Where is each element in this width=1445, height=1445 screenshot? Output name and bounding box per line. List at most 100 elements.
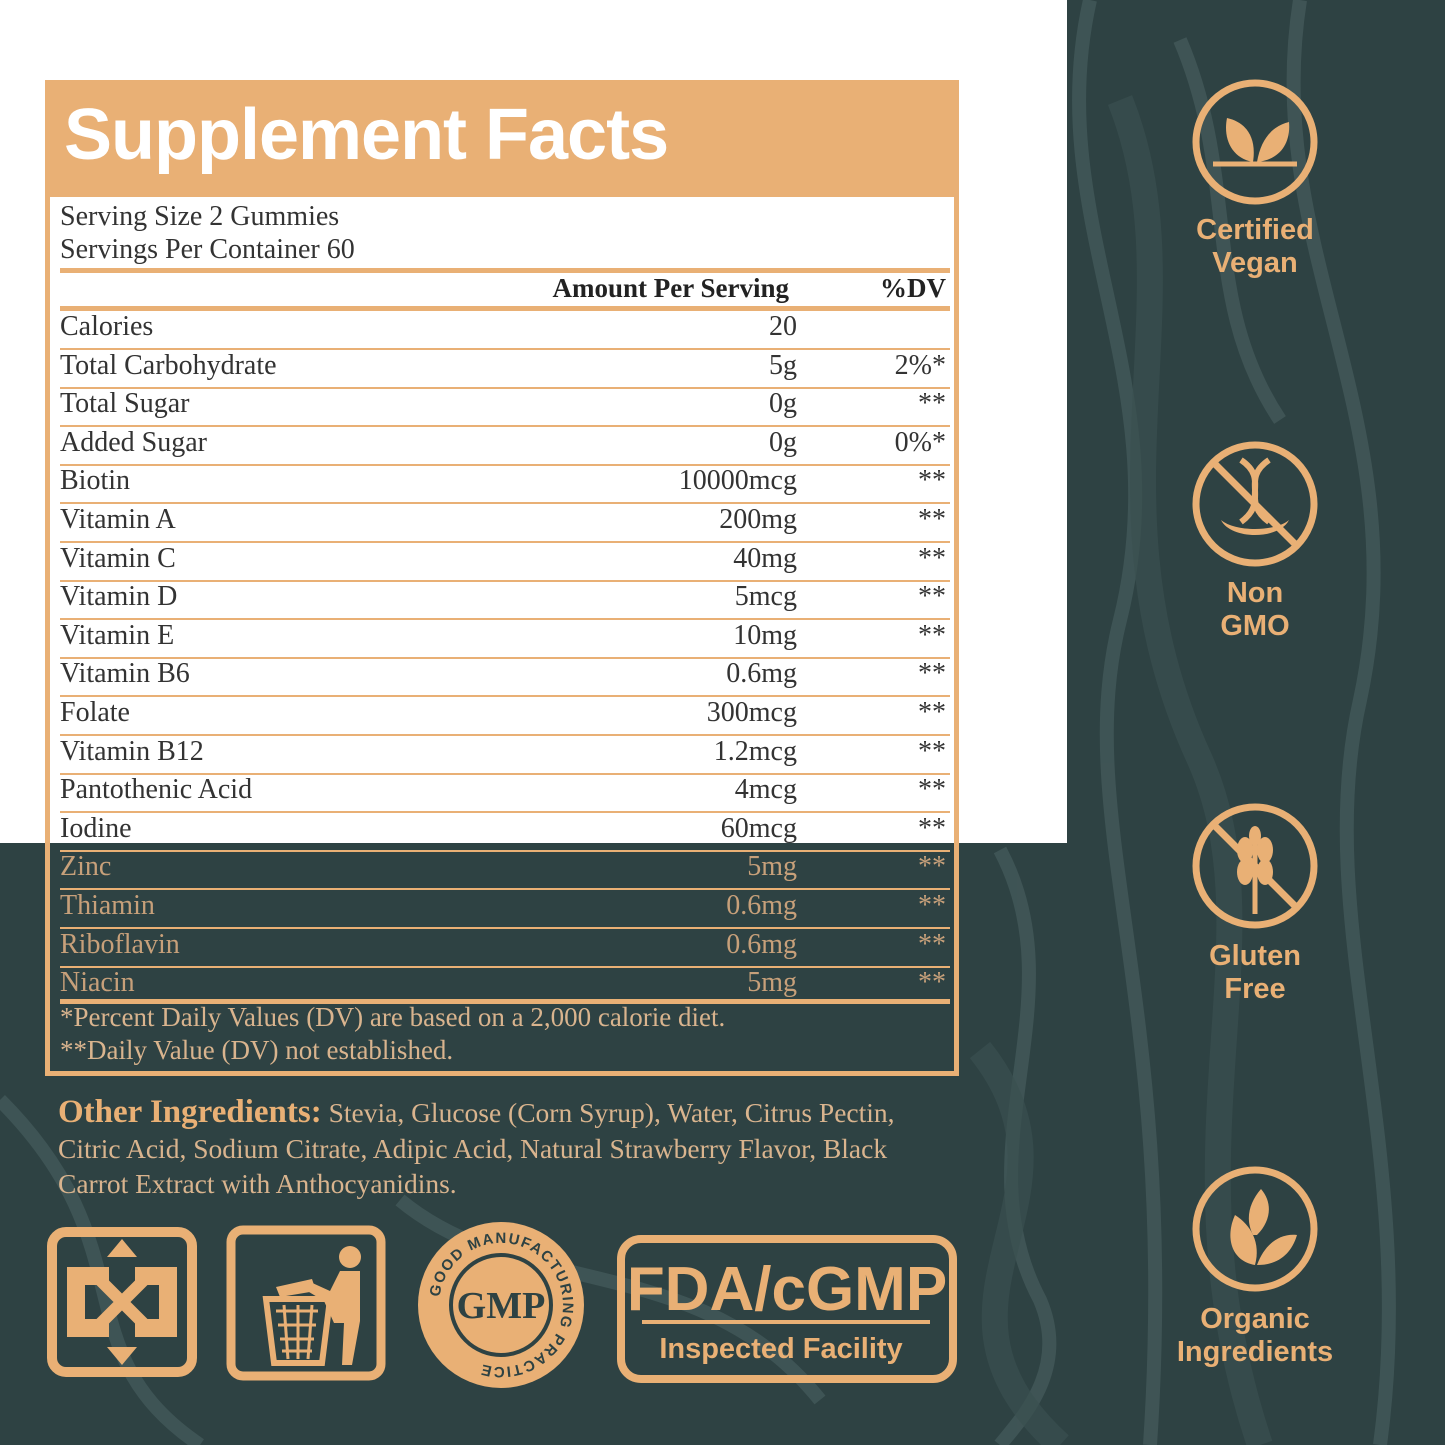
nutrient-amount: 4mcg: [734, 774, 797, 806]
nutrient-amount: 5g: [769, 349, 797, 381]
nutrient-name: Vitamin A: [60, 504, 176, 535]
facts-row: Total Sugar 0g **: [50, 388, 954, 428]
facts-row: Total Carbohydrate 5g 2%*: [50, 350, 954, 389]
row-divider: [60, 579, 950, 582]
nutrient-dv: **: [918, 735, 946, 767]
nutrient-amount: 0g: [769, 426, 797, 458]
nutrient-amount: 10mg: [733, 619, 797, 651]
facts-row: Vitamin B6 0.6mg **: [50, 658, 954, 698]
leaves-icon: [1192, 1166, 1318, 1292]
badge-gluten-line2: Free: [1224, 973, 1286, 1005]
badge-organic-line1: Organic: [1200, 1303, 1310, 1335]
facts-row: Added Sugar 0g 0%*: [50, 427, 954, 466]
row-divider: [60, 463, 950, 466]
dv-header: %DV: [880, 273, 946, 303]
facts-row: Folate 300mcg **: [50, 697, 954, 736]
facts-row: Pantothenic Acid 4mcg **: [50, 774, 954, 814]
other-ingredients-text: Stevia, Glucose (Corn Syrup), Water, Cit…: [58, 1097, 895, 1199]
nutrient-name: Biotin: [60, 465, 131, 497]
facts-row: Vitamin B12 1.2mcg **: [50, 736, 954, 775]
leaf-icon: [1192, 79, 1318, 205]
nutrient-dv: **: [918, 890, 946, 921]
amount-header: Amount Per Serving: [552, 273, 790, 303]
nutrient-name: Added Sugar: [60, 426, 207, 458]
nutrient-name: Folate: [60, 697, 130, 728]
badge-vegan-line1: Certified: [1196, 214, 1314, 246]
nutrient-dv: 2%*: [894, 349, 946, 381]
other-ingredients: Other Ingredients: Stevia, Glucose (Corn…: [58, 1094, 918, 1202]
nutrient-amount: 5mg: [747, 851, 797, 883]
row-divider: [60, 348, 950, 350]
facts-row: Calories 20: [50, 311, 954, 350]
row-divider: [60, 541, 950, 543]
divider-thick: [60, 268, 950, 273]
facts-row: Biotin 10000mcg **: [50, 465, 954, 505]
badge-gmo-line1: Non: [1226, 577, 1284, 609]
nutrient-name: Riboflavin: [60, 928, 180, 960]
nutrient-dv: **: [918, 465, 946, 497]
nutrient-name: Vitamin D: [60, 581, 178, 613]
nutrient-dv: **: [918, 774, 946, 806]
nutrient-name: Zinc: [60, 851, 112, 883]
facts-title: Supplement Facts: [64, 95, 669, 175]
nutrient-name: Pantothenic Acid: [60, 774, 253, 806]
other-ingredients-label: Other Ingredients:: [58, 1094, 322, 1130]
badge-gluten-line1: Gluten: [1209, 940, 1301, 972]
nutrient-dv: **: [918, 697, 946, 728]
divider-thick: [60, 999, 950, 1004]
facts-row: Vitamin C 40mg **: [50, 543, 954, 582]
badge-organic-line2: Ingredients: [1176, 1336, 1334, 1368]
gmp-seal-icon: GOOD MANUFACTURING PRACTICE GMP: [418, 1222, 584, 1388]
nutrient-amount: 1.2mcg: [713, 735, 797, 767]
row-divider: [60, 502, 950, 505]
row-divider: [60, 386, 950, 389]
nutrient-dv: **: [918, 812, 946, 844]
nutrient-amount: 300mcg: [706, 697, 797, 728]
nutrient-amount: 0g: [769, 388, 797, 420]
nutrient-name: Vitamin E: [60, 619, 175, 651]
facts-header: Supplement Facts: [50, 85, 954, 197]
nutrient-name: Vitamin B12: [60, 735, 204, 767]
nutrient-amount: 40mg: [733, 542, 797, 574]
row-divider: [60, 656, 950, 659]
nutrient-amount: 5mcg: [734, 581, 797, 613]
nutrient-dv: **: [918, 928, 946, 960]
facts-row: Vitamin D 5mcg **: [50, 581, 954, 621]
nutrient-name: Total Carbohydrate: [60, 349, 277, 381]
no-dna-icon: [1192, 441, 1318, 567]
row-divider: [60, 927, 950, 929]
divider-thick: [60, 306, 950, 311]
row-divider: [60, 695, 950, 698]
nutrient-dv: **: [918, 851, 946, 883]
nutrient-dv: **: [918, 388, 946, 420]
nutrient-dv: **: [918, 619, 946, 651]
row-divider: [60, 425, 950, 428]
fda-sub-text: Inspected Facility: [659, 1333, 902, 1365]
nutrient-name: Iodine: [60, 812, 132, 844]
facts-row: Vitamin E 10mg **: [50, 620, 954, 659]
nutrient-name: Niacin: [60, 967, 135, 999]
nutrient-name: Thiamin: [60, 890, 155, 921]
supplement-facts-panel: Supplement Facts Serving Size 2 Gummies …: [45, 80, 959, 1076]
nutrient-amount: 0.6mg: [726, 928, 797, 960]
facts-row: Zinc 5mg **: [50, 851, 954, 891]
nutrient-amount: 0.6mg: [726, 890, 797, 921]
row-divider: [60, 965, 950, 968]
nutrient-dv: 0%*: [894, 426, 946, 458]
fda-cgmp-badge: FDA/cGMP Inspected Facility: [617, 1235, 957, 1383]
facts-row: Vitamin A 200mg **: [50, 504, 954, 543]
row-divider: [60, 734, 950, 736]
facts-row: Iodine 60mcg **: [50, 813, 954, 852]
fda-main-text: FDA/cGMP: [627, 1255, 947, 1324]
facts-row: Thiamin 0.6mg **: [50, 890, 954, 929]
badge-gmo-line2: GMO: [1220, 610, 1290, 642]
dispose-trash-icon: [226, 1225, 386, 1381]
footnote-dv-not-established: **Daily Value (DV) not established.: [60, 1035, 454, 1065]
nutrient-name: Total Sugar: [60, 388, 190, 420]
nutrient-amount: 200mg: [719, 504, 797, 535]
row-divider: [60, 849, 950, 852]
nutrient-name: Vitamin B6: [60, 658, 190, 690]
nutrient-dv: **: [918, 658, 946, 690]
facts-row: Niacin 5mg **: [50, 967, 954, 1006]
nutrient-amount: 20: [769, 311, 797, 342]
